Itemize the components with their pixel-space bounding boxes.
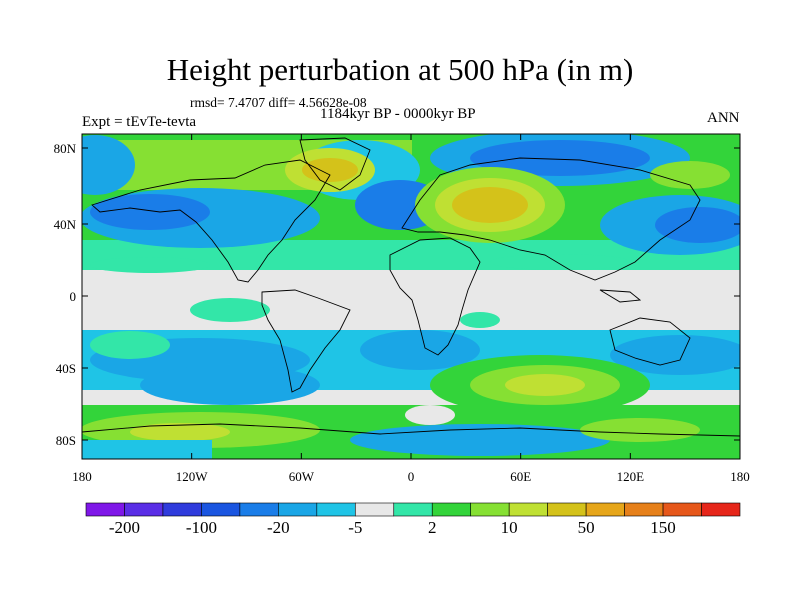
- colorbar-swatch: [85, 502, 125, 517]
- latitude-axis: 80N 40N 0 40S 80S: [54, 141, 740, 448]
- colorbar-label: 10: [501, 518, 518, 537]
- colorbar-swatch: [162, 502, 202, 517]
- colorbar-swatch: [316, 502, 356, 517]
- colorbar-swatch: [201, 502, 241, 517]
- lon-tick-label: 120W: [176, 469, 209, 484]
- colorbar-swatch: [701, 502, 741, 517]
- lat-tick-label: 40N: [54, 217, 77, 232]
- colorbar-label: -200: [109, 518, 140, 537]
- lat-tick-label: 80S: [56, 433, 76, 448]
- colorbar-label: -20: [267, 518, 290, 537]
- colorbar-swatch: [278, 502, 318, 517]
- lon-tick-label: 60W: [289, 469, 315, 484]
- lat-tick-label: 80N: [54, 141, 77, 156]
- contour-fields: [82, 134, 740, 459]
- colorbar-label: 50: [578, 518, 595, 537]
- colorbar-swatch: [470, 502, 510, 517]
- lon-tick-label: 60E: [510, 469, 531, 484]
- colorbar-label: 2: [428, 518, 437, 537]
- experiment-label: Expt = tEvTe-tevta: [82, 114, 197, 130]
- plot-title: Height perturbation at 500 hPa (in m): [166, 52, 634, 87]
- lat-tick-label: 40S: [56, 361, 76, 376]
- colorbar-swatch: [239, 502, 279, 517]
- lat-tick-label: 0: [70, 289, 77, 304]
- coastlines: [82, 137, 740, 437]
- lon-tick-label: 120E: [617, 469, 645, 484]
- season-label: ANN: [707, 110, 740, 126]
- colorbar-swatch: [393, 502, 433, 517]
- colorbar: -200 -100 -20 -5 2 10 50 150: [85, 502, 741, 537]
- longitude-axis: 180 120W 60W 0 60E 120E 180: [72, 134, 750, 484]
- colorbar-swatch: [124, 502, 164, 517]
- period-text: 1184kyr BP - 0000kyr BP: [320, 106, 476, 122]
- colorbar-swatch: [624, 502, 664, 517]
- stats-text: rmsd= 7.4707 diff= 4.56628e-08: [190, 95, 367, 110]
- colorbar-label: 150: [650, 518, 676, 537]
- lon-tick-label: 180: [72, 469, 92, 484]
- lon-tick-label: 180: [730, 469, 750, 484]
- colorbar-label: -5: [348, 518, 362, 537]
- colorbar-label: -100: [186, 518, 217, 537]
- colorbar-swatch: [508, 502, 548, 517]
- colorbar-swatch: [662, 502, 702, 517]
- colorbar-swatch: [547, 502, 587, 517]
- colorbar-swatch: [585, 502, 625, 517]
- colorbar-swatch: [431, 502, 472, 517]
- colorbar-swatch: [354, 502, 395, 517]
- lon-tick-label: 0: [408, 469, 415, 484]
